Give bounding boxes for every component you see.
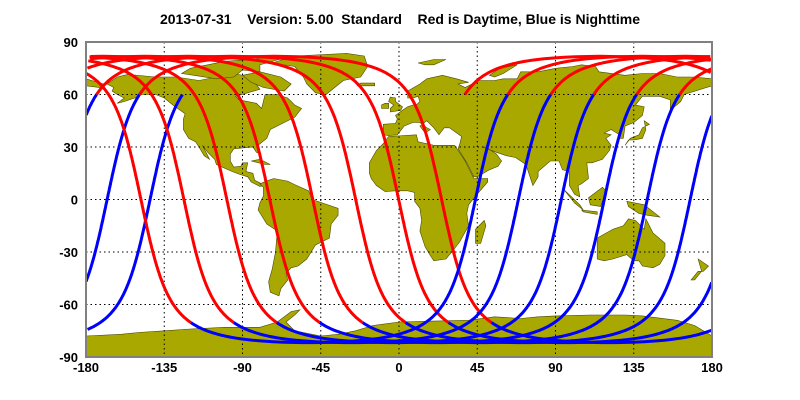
track-segment-daytime — [463, 54, 712, 96]
track-segment-nighttime — [275, 93, 595, 345]
x-tick-label: -180 — [73, 360, 99, 375]
land-baffin — [241, 71, 292, 92]
land-japan — [624, 120, 650, 146]
x-tick-label: 90 — [548, 360, 562, 375]
track-segment-nighttime — [447, 281, 712, 345]
x-tick-label: -135 — [151, 360, 177, 375]
track-segment-nighttime — [86, 93, 141, 283]
y-tick-label: -90 — [59, 350, 78, 365]
land-south-america — [257, 178, 339, 297]
track-segment-daytime — [678, 67, 712, 96]
x-tick-label: -90 — [233, 360, 252, 375]
y-axis-ticks: 90 60 30 0 -30 -60 -90 — [59, 35, 78, 365]
track-segment-nighttime — [404, 115, 712, 345]
track-segment-nighttime — [318, 93, 638, 345]
x-tick-label: 135 — [623, 360, 645, 375]
track-segment-nighttime — [86, 93, 184, 331]
track-segment-nighttime — [232, 93, 552, 345]
x-tick-label: -45 — [311, 360, 330, 375]
plot-frame — [85, 41, 713, 358]
x-tick-label: 0 — [395, 360, 402, 375]
land-new-guinea — [626, 200, 661, 218]
land-new-zealand — [690, 258, 709, 281]
land-north-america — [106, 73, 303, 187]
land-australia — [596, 217, 666, 269]
track-segment-daytime — [86, 54, 407, 324]
y-tick-label: 60 — [64, 88, 78, 103]
x-tick-label: 45 — [470, 360, 484, 375]
land-java — [580, 209, 598, 215]
x-axis-ticks: -180 -135 -90 -45 0 45 90 135 180 — [73, 360, 723, 375]
y-tick-label: -60 — [59, 298, 78, 313]
orbit-tracks — [86, 54, 712, 345]
track-segment-nighttime — [189, 93, 510, 345]
y-tick-label: 90 — [64, 35, 78, 50]
track-segment-daytime — [86, 72, 192, 324]
track-segment-daytime — [506, 54, 711, 96]
land-ireland — [381, 103, 389, 109]
track-segment-nighttime — [86, 93, 98, 116]
track-segment-daytime — [88, 59, 235, 324]
x-tick-label: 180 — [701, 360, 723, 375]
land-madagascar — [475, 219, 487, 244]
track-segment-daytime — [95, 54, 450, 324]
grid-lines — [86, 42, 712, 357]
track-segment-daytime — [90, 54, 321, 324]
land-eurasia — [383, 64, 712, 198]
track-segment-daytime — [89, 55, 278, 324]
y-tick-label: 0 — [71, 193, 78, 208]
y-tick-label: 30 — [64, 140, 78, 155]
y-tick-label: -30 — [59, 245, 78, 260]
track-segment-nighttime — [361, 93, 681, 345]
track-segment-daytime — [89, 54, 364, 324]
land-greenland — [272, 53, 369, 95]
land-svalbard — [418, 59, 447, 66]
land-britain — [388, 96, 403, 113]
land-africa — [369, 134, 489, 262]
chart-title: 2013-07-31 Version: 5.00 Standard Red is… — [159, 11, 641, 27]
